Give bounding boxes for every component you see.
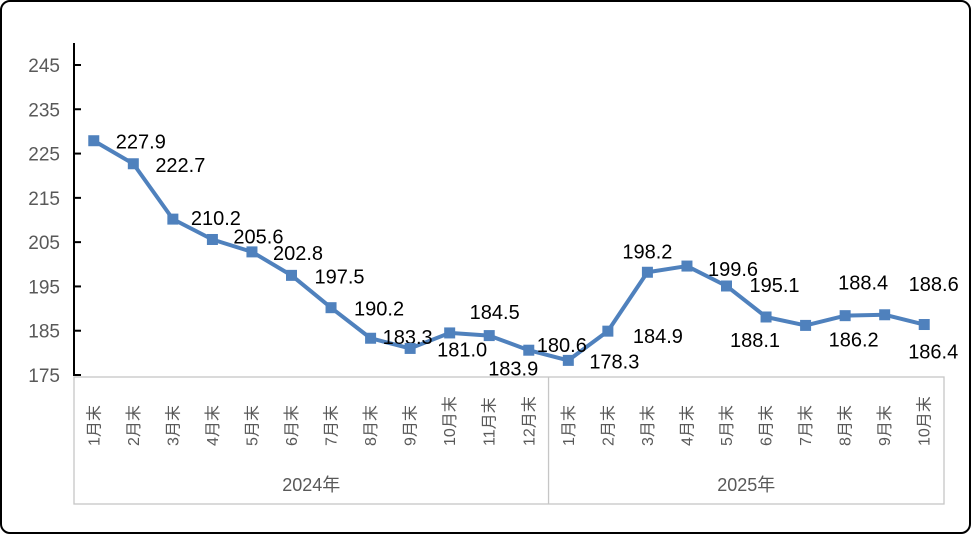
data-point-marker	[839, 310, 851, 322]
y-axis-label: 205	[28, 233, 60, 254]
category-label: 4月末	[678, 405, 696, 446]
data-label: 197.5	[315, 266, 365, 288]
data-point-marker	[800, 319, 812, 331]
data-label: 180.6	[537, 335, 587, 357]
category-label: 8月末	[837, 405, 855, 446]
data-label: 184.9	[633, 326, 683, 348]
data-point-marker	[721, 280, 732, 292]
category-label: 6月末	[283, 405, 301, 446]
data-label: 183.9	[488, 359, 538, 381]
y-axis-label: 235	[28, 100, 60, 121]
category-label: 3月末	[164, 405, 182, 446]
data-point-marker	[206, 233, 218, 245]
data-point-marker	[88, 135, 100, 147]
category-label: 9月末	[876, 405, 894, 446]
data-label: 188.1	[730, 330, 780, 352]
data-point-marker	[641, 266, 653, 278]
category-label: 3月末	[639, 405, 657, 446]
data-label: 186.2	[829, 329, 879, 351]
category-label: 5月末	[243, 405, 261, 446]
y-axis-label: 195	[28, 277, 60, 298]
category-label: 1月末	[85, 405, 103, 446]
data-point-marker	[167, 213, 179, 225]
category-label: 5月末	[718, 405, 736, 446]
data-label: 195.1	[750, 275, 800, 297]
category-label: 12月末	[520, 396, 538, 446]
data-label: 186.4	[908, 342, 958, 364]
category-axis-box	[73, 376, 945, 505]
data-label: 210.2	[191, 208, 241, 230]
y-axis-label: 185	[28, 322, 60, 343]
category-label: 11月末	[481, 397, 499, 446]
data-label: 222.7	[155, 155, 205, 177]
data-label: 202.8	[273, 243, 323, 265]
data-point-marker	[602, 325, 614, 337]
category-label: 7月末	[323, 405, 341, 446]
data-label: 205.6	[233, 226, 283, 248]
category-label: 10月末	[441, 396, 459, 446]
data-label: 183.3	[383, 327, 433, 349]
data-point-marker	[562, 354, 574, 366]
data-label: 227.9	[116, 132, 166, 154]
data-label: 199.6	[708, 259, 758, 281]
data-point-marker	[404, 342, 416, 354]
data-label: 178.3	[589, 351, 639, 373]
data-label: 184.5	[470, 302, 520, 324]
category-label: 2月末	[599, 405, 617, 446]
data-point-marker	[681, 260, 693, 272]
category-label: 9月末	[402, 405, 420, 446]
data-label: 188.6	[909, 274, 959, 296]
category-label: 6月末	[758, 405, 776, 446]
data-label: 188.4	[838, 273, 888, 295]
data-point-marker	[127, 158, 139, 170]
data-point-marker	[523, 344, 535, 356]
category-label: 2月末	[125, 405, 143, 446]
data-label: 181.0	[437, 339, 487, 361]
data-label: 190.2	[354, 299, 404, 321]
data-point-marker	[760, 311, 772, 323]
category-label: 7月末	[797, 405, 815, 446]
category-label: 1月末	[560, 405, 578, 446]
year-group-label: 2025年	[717, 475, 775, 495]
data-point-marker	[246, 246, 258, 258]
category-label: 10月末	[916, 396, 934, 446]
data-point-marker	[483, 330, 495, 342]
y-axis-label: 225	[28, 145, 60, 166]
y-axis-label: 175	[28, 366, 60, 387]
data-point-marker	[918, 319, 930, 331]
year-group-label: 2024年	[282, 475, 340, 495]
category-label: 8月末	[362, 405, 380, 446]
y-axis-label: 245	[28, 56, 60, 77]
data-point-marker	[286, 269, 297, 281]
y-axis-label: 215	[28, 189, 60, 210]
data-label: 198.2	[622, 241, 672, 263]
series-line	[91, 138, 927, 363]
category-label: 4月末	[204, 405, 222, 446]
data-point-marker	[325, 302, 337, 314]
data-point-marker	[879, 309, 891, 321]
data-point-marker	[365, 332, 377, 344]
data-point-marker	[444, 327, 456, 339]
